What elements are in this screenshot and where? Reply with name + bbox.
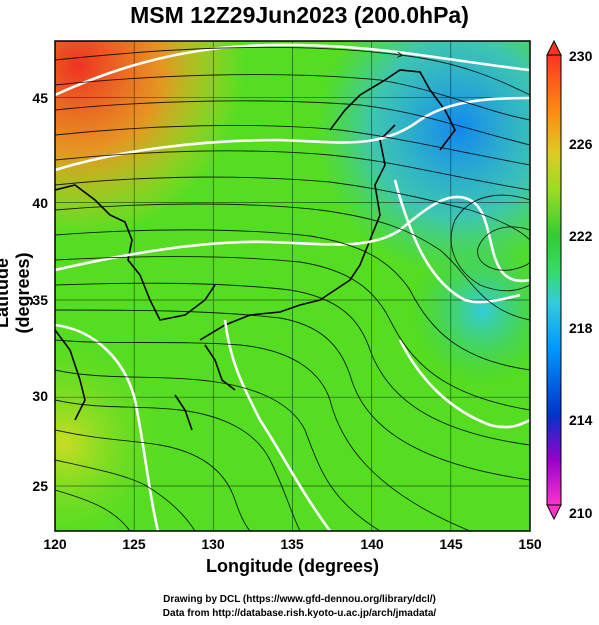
colorbar-tick-label: 210 xyxy=(569,505,593,521)
y-tick-label: 35 xyxy=(32,292,48,308)
x-tick-label: 120 xyxy=(43,536,67,552)
map-title: MSM 12Z29Jun2023 (200.0hPa) xyxy=(130,2,469,28)
colorbar-tick-label: 218 xyxy=(569,320,593,336)
y-tick-label: 30 xyxy=(32,388,48,404)
y-tick-label: 25 xyxy=(32,478,48,494)
x-tick-label: 125 xyxy=(122,536,146,552)
y-tick-label: 40 xyxy=(32,195,48,211)
x-tick-label: 130 xyxy=(201,536,225,552)
colorbar-tick-label: 230 xyxy=(569,48,593,64)
coastlines xyxy=(55,69,456,431)
wind-streamlines xyxy=(55,46,530,531)
colorbar-scale xyxy=(546,54,562,506)
colorbar-bottom-cap xyxy=(546,504,562,521)
credit-drawing: Drawing by DCL (https://www.gfd-dennou.o… xyxy=(163,594,436,605)
x-tick-label: 140 xyxy=(360,536,384,552)
isotherm-contours xyxy=(55,43,530,531)
plot-frame xyxy=(54,40,531,532)
colorbar-tick-label: 226 xyxy=(569,136,593,152)
x-tick-label: 145 xyxy=(439,536,463,552)
map-plot-area xyxy=(55,41,530,531)
x-axis-label: Longitude (degrees) xyxy=(205,556,379,576)
colorbar-tick-label: 214 xyxy=(569,412,593,428)
x-tick-label: 150 xyxy=(518,536,542,552)
y-tick-label: 45 xyxy=(32,90,48,106)
colorbar xyxy=(546,39,562,521)
credit-data-source: Data from http://database.rish.kyoto-u.a… xyxy=(162,608,437,619)
colorbar-top-cap xyxy=(546,39,562,56)
x-tick-label: 135 xyxy=(280,536,304,552)
grid-lines xyxy=(55,41,530,531)
colorbar-tick-label: 222 xyxy=(569,228,593,244)
